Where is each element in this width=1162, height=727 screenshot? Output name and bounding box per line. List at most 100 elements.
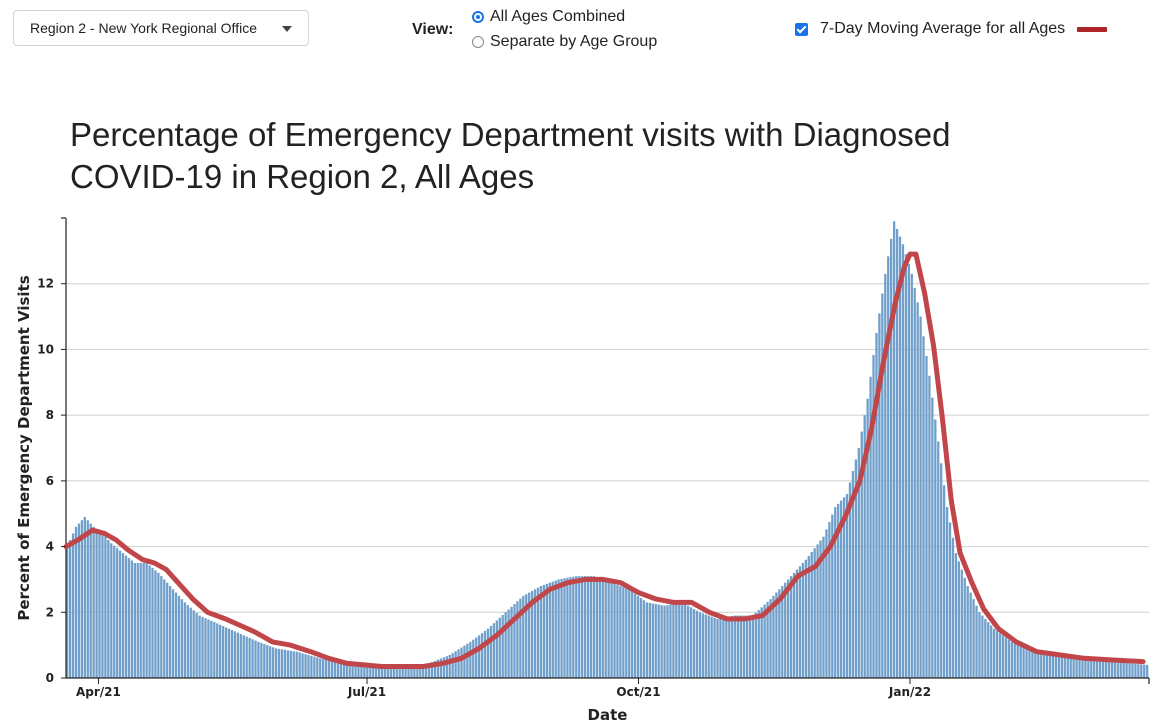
bar xyxy=(460,647,463,678)
bar xyxy=(298,652,301,678)
bar xyxy=(781,586,784,678)
bar xyxy=(966,586,969,678)
bar xyxy=(533,589,537,678)
bar xyxy=(1010,641,1013,678)
bar xyxy=(530,590,534,678)
bar xyxy=(1137,664,1140,678)
bar xyxy=(1104,661,1108,678)
bar xyxy=(413,665,416,678)
bar xyxy=(872,354,875,678)
bar xyxy=(557,579,560,678)
bar xyxy=(1078,658,1081,678)
bar xyxy=(469,641,472,678)
bar xyxy=(357,665,360,678)
bar xyxy=(775,592,778,678)
bar xyxy=(792,572,796,678)
bar xyxy=(763,604,766,678)
bar xyxy=(169,586,172,678)
radio-by-age-group[interactable]: Separate by Age Group xyxy=(472,33,657,51)
bar xyxy=(892,221,896,679)
bar xyxy=(1013,643,1016,678)
bar xyxy=(654,604,657,678)
bar xyxy=(516,601,519,678)
bar xyxy=(1125,663,1128,678)
bar xyxy=(472,639,475,678)
bar xyxy=(283,649,287,678)
radio-by-age-group-label: Separate by Age Group xyxy=(490,33,658,50)
radio-all-ages[interactable]: All Ages Combined xyxy=(472,8,625,26)
bar xyxy=(754,612,757,678)
bar xyxy=(510,606,513,678)
bar xyxy=(486,628,490,678)
bar xyxy=(1119,662,1122,678)
bar xyxy=(1031,651,1034,678)
bar xyxy=(260,642,263,678)
bar xyxy=(898,236,902,678)
bar xyxy=(934,419,937,678)
bar xyxy=(277,648,281,678)
bar xyxy=(719,618,722,678)
bar xyxy=(819,540,822,678)
bar xyxy=(631,591,634,678)
moving-average-line xyxy=(63,251,1146,669)
bar xyxy=(1122,663,1125,678)
y-axis-ticks: 0 2 4 6 8 10 12 xyxy=(37,277,66,685)
bar xyxy=(548,582,551,678)
bar xyxy=(907,264,910,678)
bar xyxy=(404,666,407,678)
bar xyxy=(198,615,201,678)
bar xyxy=(1087,659,1090,678)
bar xyxy=(74,526,78,678)
bar xyxy=(519,598,522,678)
bar xyxy=(1028,650,1031,678)
bar xyxy=(89,523,92,678)
moving-average-toggle[interactable]: 7-Day Moving Average for all Ages xyxy=(795,20,1108,38)
bar xyxy=(1051,654,1055,678)
bar xyxy=(495,620,498,678)
bar xyxy=(121,553,125,678)
bar xyxy=(681,602,684,678)
bar xyxy=(672,604,675,678)
bar xyxy=(407,666,410,678)
bar xyxy=(492,623,496,678)
region-select-value: Region 2 - New York Regional Office xyxy=(30,20,257,36)
bar xyxy=(607,581,610,678)
bar xyxy=(863,415,866,678)
bar xyxy=(1072,657,1075,678)
bar xyxy=(598,578,601,678)
bar xyxy=(163,579,166,678)
bar xyxy=(678,602,681,678)
bar xyxy=(522,595,525,678)
bar xyxy=(380,667,384,678)
x-axis-title: Date xyxy=(588,706,628,724)
bar xyxy=(636,595,640,678)
bar xyxy=(463,645,466,678)
bar xyxy=(227,628,231,678)
bar xyxy=(984,618,987,678)
bar xyxy=(1101,661,1105,678)
bar xyxy=(389,667,393,678)
bar xyxy=(751,615,754,678)
x-tick-label: Jan/22 xyxy=(888,685,931,699)
region-select[interactable]: Region 2 - New York Regional Office xyxy=(13,10,309,46)
bar xyxy=(731,616,734,678)
bar xyxy=(71,533,75,678)
bar xyxy=(1098,661,1102,678)
bar xyxy=(204,618,207,678)
bar xyxy=(625,588,628,678)
bar xyxy=(566,577,569,678)
bar xyxy=(392,667,395,678)
bar xyxy=(386,668,390,678)
bar xyxy=(180,599,184,678)
bar xyxy=(807,555,810,678)
bar xyxy=(525,594,528,678)
bar xyxy=(101,533,104,678)
bar xyxy=(272,647,275,678)
bar xyxy=(957,561,961,678)
bar xyxy=(339,663,342,678)
bar xyxy=(433,660,437,678)
bar xyxy=(430,662,434,678)
x-tick-label: Oct/21 xyxy=(616,685,660,699)
bar xyxy=(563,578,566,678)
bar xyxy=(648,602,651,678)
